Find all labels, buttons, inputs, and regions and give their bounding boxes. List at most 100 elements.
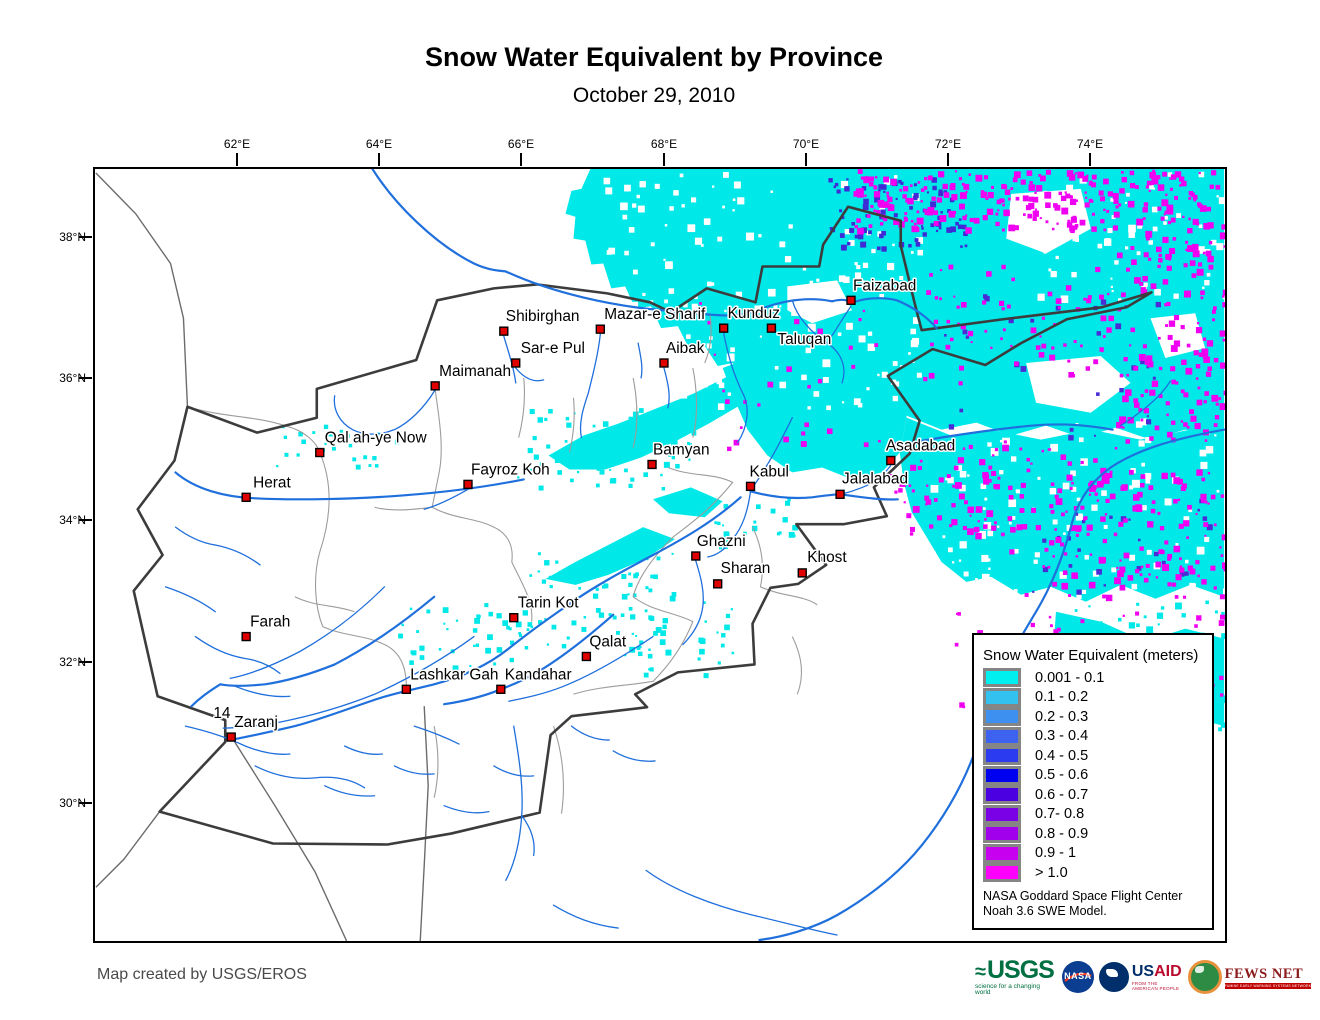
page-subtitle: October 29, 2010 [572, 84, 736, 107]
city: Tarin Kot [509, 593, 581, 623]
usgs-logo: ≈USGS science for a changing world [975, 955, 1055, 996]
lat-tick [79, 236, 92, 238]
svg-text:Asadabad: Asadabad [886, 438, 955, 455]
lon-tick [947, 153, 949, 166]
usaid-seal-icon [1098, 962, 1129, 992]
legend-row: 0.4 - 0.5 [983, 746, 1212, 766]
lon-tick-label: 70°E [792, 137, 820, 151]
lat-tick-label: 38°N [59, 230, 86, 244]
legend-swatch [983, 746, 1021, 766]
legend-row: 0.5 - 0.6 [983, 765, 1212, 786]
city: Lashkar Gah [401, 665, 500, 694]
usgs-wave-icon: ≈ [975, 960, 986, 983]
lat-tick [79, 802, 92, 804]
lat-tick [79, 377, 92, 379]
svg-text:Bamyan: Bamyan [653, 442, 710, 459]
svg-text:Zaranj: Zaranj [234, 714, 278, 731]
legend-swatch [983, 668, 1021, 688]
city: Bamyan [647, 440, 711, 470]
lat-tick-label: 30°N [59, 796, 86, 810]
svg-text:Herat: Herat [253, 474, 291, 491]
legend-row: 0.001 - 0.1 [983, 668, 1212, 688]
fewsnet-logo: FEWS NET FAMINE EARLY WARNING SYSTEMS NE… [1187, 960, 1312, 994]
city: Sar-e Pul [511, 339, 586, 368]
city: Maimanah [430, 361, 513, 391]
page-title: Snow Water Equivalent by Province [424, 42, 884, 72]
svg-text:Sar-e Pul: Sar-e Pul [521, 340, 585, 357]
city: Kabul [745, 462, 790, 492]
svg-text:Aibak: Aibak [666, 340, 705, 357]
lat-tick-label: 34°N [59, 513, 86, 527]
city: Jalalabad [835, 469, 910, 499]
lon-tick [805, 153, 807, 166]
lon-tick-label: 74°E [1076, 137, 1104, 151]
lat-tick-label: 36°N [59, 371, 86, 385]
svg-text:Qal ah-ye Now: Qal ah-ye Now [325, 430, 428, 447]
city: Aibak [659, 339, 706, 368]
nasa-swoosh-icon [1064, 972, 1092, 982]
legend-row: 0.1 - 0.2 [983, 687, 1212, 708]
lon-tick [520, 153, 522, 166]
stray-map-label: 14 [213, 705, 231, 722]
lon-tick [236, 153, 238, 166]
lat-tick [79, 661, 92, 663]
nasa-logo: NASA [1061, 961, 1094, 993]
svg-text:Maimanah: Maimanah [439, 363, 511, 380]
lon-tick [663, 153, 665, 166]
legend-swatch [983, 765, 1021, 785]
legend-title: Snow Water Equivalent (meters) [983, 647, 1199, 664]
city: Khost [797, 547, 849, 578]
svg-text:Taluqan: Taluqan [777, 331, 831, 348]
city: Sharan [713, 558, 772, 589]
svg-text:Qalat: Qalat [589, 634, 627, 651]
svg-text:Sharan: Sharan [721, 560, 771, 577]
city: Qalat [581, 632, 628, 662]
lon-tick-label: 66°E [507, 137, 535, 151]
city: Taluqan [766, 323, 833, 350]
svg-text:Ghazni: Ghazni [697, 533, 746, 550]
legend-swatch [983, 707, 1021, 727]
city: Herat [241, 473, 293, 502]
map-credit: Map created by USGS/EROS [97, 966, 307, 983]
lat-tick-label: 32°N [59, 655, 86, 669]
city: Kandahar [496, 665, 573, 694]
city: Asadabad [884, 436, 957, 466]
legend: Snow Water Equivalent (meters) 0.001 - 0… [972, 633, 1214, 930]
svg-text:Shibirghan: Shibirghan [506, 308, 580, 325]
legend-row: > 1.0 [983, 863, 1212, 883]
city: Faizabad [846, 276, 918, 305]
svg-text:Kabul: Kabul [750, 463, 789, 480]
legend-row: 0.8 - 0.9 [983, 824, 1212, 844]
cities: Faizabad Kunduz Taluqan Mazar-e Sharif S… [212, 276, 957, 742]
city: Qal ah-ye Now [315, 428, 429, 458]
legend-swatch [983, 726, 1021, 746]
svg-text:Khost: Khost [807, 549, 847, 566]
legend-row: 0.3 - 0.4 [983, 726, 1212, 747]
neighbour-borders [95, 172, 429, 941]
lat-tick [79, 519, 92, 521]
city: Mazar-e Sharif [595, 305, 708, 334]
city: Kunduz [718, 304, 781, 333]
legend-swatch [983, 785, 1021, 805]
svg-text:Jalalabad: Jalalabad [842, 470, 908, 487]
legend-note: NASA Goddard Space Flight Center Noah 3.… [983, 888, 1183, 919]
usaid-logo: USAID FROM THE AMERICAN PEOPLE [1098, 962, 1182, 992]
svg-text:Tarin Kot: Tarin Kot [518, 595, 580, 612]
legend-swatch [983, 863, 1021, 883]
svg-text:Mazar-e Sharif: Mazar-e Sharif [604, 306, 706, 323]
lon-tick [378, 153, 380, 166]
city: Zaranj [226, 713, 279, 742]
lon-tick-label: 68°E [650, 137, 678, 151]
legend-swatch [983, 687, 1021, 707]
lon-tick-label: 64°E [365, 137, 393, 151]
svg-text:Farah: Farah [250, 614, 290, 631]
rivers [164, 169, 1225, 941]
svg-text:Kandahar: Kandahar [505, 666, 572, 683]
lon-tick [1089, 153, 1091, 166]
svg-text:Lashkar Gah: Lashkar Gah [410, 666, 498, 683]
svg-text:Faizabad: Faizabad [853, 277, 916, 294]
svg-text:Fayroz Koh: Fayroz Koh [471, 461, 550, 478]
agency-logos: ≈USGS science for a changing world NASA … [975, 953, 1312, 1001]
legend-swatch [983, 824, 1021, 844]
